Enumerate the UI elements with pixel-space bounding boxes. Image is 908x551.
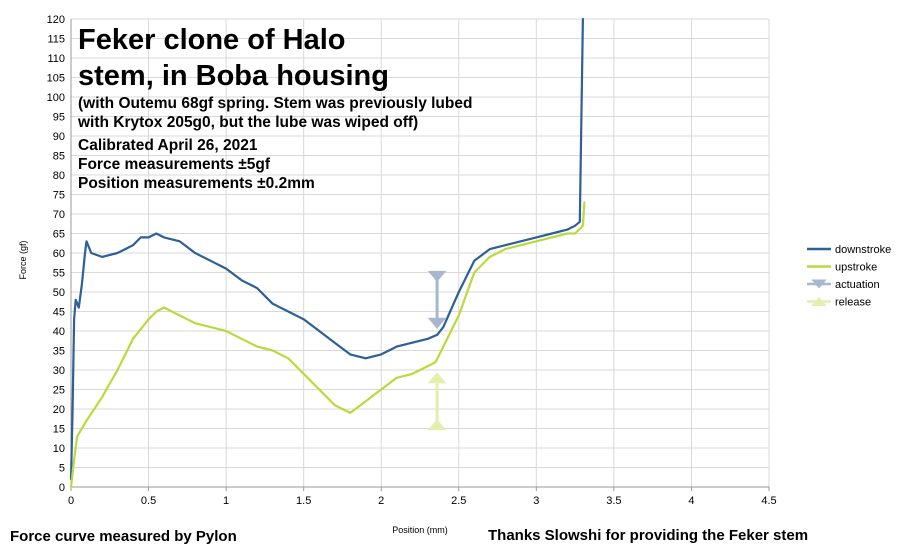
footer-left-credit: Force curve measured by Pylon (10, 528, 237, 545)
y-tick-label: 35 (53, 346, 65, 358)
legend-label-release: release (835, 297, 871, 309)
y-axis-label: Force (gf) (18, 240, 28, 279)
axes (70, 19, 770, 491)
y-tick-label: 65 (53, 229, 65, 241)
y-tick-label: 10 (53, 443, 65, 455)
x-tick-label: 3 (533, 495, 539, 507)
x-tick-label: 0.5 (141, 495, 156, 507)
x-axis-label: Position (mm) (392, 525, 448, 535)
legend-label-downstroke: downstroke (835, 244, 891, 256)
series-line-downstroke (69, 17, 585, 481)
x-tick-label: 2.5 (451, 495, 466, 507)
y-tick-label: 45 (53, 307, 65, 319)
y-tick-label: 60 (53, 248, 65, 260)
series-markers (427, 270, 447, 431)
y-tick-label: 85 (53, 151, 65, 163)
legend-marker-release (811, 297, 827, 306)
position-precision-note: Position measurements ±0.2mm (78, 175, 315, 192)
series-lines (69, 17, 586, 489)
y-tick-label: 115 (47, 34, 65, 46)
y-tick-label: 95 (53, 112, 65, 124)
footer-right-credit: Thanks Slowshi for providing the Feker s… (488, 527, 809, 544)
x-tick-label: 4 (688, 495, 694, 507)
x-tick-label: 0 (68, 495, 74, 507)
legend-marker-actuation (811, 279, 827, 289)
y-tick-label: 90 (53, 131, 65, 143)
marker-release (427, 419, 447, 431)
marker-release (427, 372, 447, 384)
y-tick-label: 110 (47, 53, 65, 65)
y-tick-label: 15 (53, 424, 65, 436)
chart-title-line-2: stem, in Boba housing (78, 60, 389, 92)
y-tick-label: 50 (53, 287, 65, 299)
legend-label-upstroke: upstroke (835, 262, 877, 274)
series-line-upstroke (69, 201, 586, 489)
y-tick-label: 55 (53, 268, 65, 280)
x-tick-label: 2 (378, 495, 384, 507)
y-tick-label: 75 (53, 190, 65, 202)
chart-subtitle-line-1: (with Outemu 68gf spring. Stem was previ… (78, 95, 473, 112)
y-tick-label: 5 (59, 463, 65, 475)
x-tick-label: 3.5 (606, 495, 621, 507)
tick-labels: 0510152025303540455055606570758085909510… (47, 14, 777, 507)
y-tick-label: 100 (47, 92, 65, 104)
y-tick-label: 70 (53, 209, 65, 221)
legend: downstroke upstroke actuation release (807, 244, 891, 309)
x-tick-label: 4.5 (761, 495, 776, 507)
y-tick-label: 30 (53, 365, 65, 377)
y-tick-label: 120 (47, 14, 65, 26)
y-tick-label: 25 (53, 385, 65, 397)
y-tick-label: 80 (53, 170, 65, 182)
calibration-date: Calibrated April 26, 2021 (78, 137, 258, 154)
chart-subtitle-line-2: with Krytox 205g0, but the lube was wipe… (78, 114, 419, 131)
chart-title-line-1: Feker clone of Halo (78, 24, 346, 56)
x-tick-label: 1 (223, 495, 229, 507)
y-tick-label: 20 (53, 404, 65, 416)
y-tick-label: 40 (53, 326, 65, 338)
marker-actuation (427, 317, 447, 329)
y-tick-label: 0 (59, 482, 65, 494)
force-precision-note: Force measurements ±5gf (78, 156, 270, 173)
marker-actuation (427, 270, 447, 282)
chart-title-block: Feker clone of Halo stem, in Boba housin… (78, 22, 472, 193)
legend-label-actuation: actuation (835, 279, 880, 291)
y-tick-label: 105 (47, 73, 65, 85)
gridlines (70, 18, 770, 488)
x-tick-label: 1.5 (296, 495, 311, 507)
